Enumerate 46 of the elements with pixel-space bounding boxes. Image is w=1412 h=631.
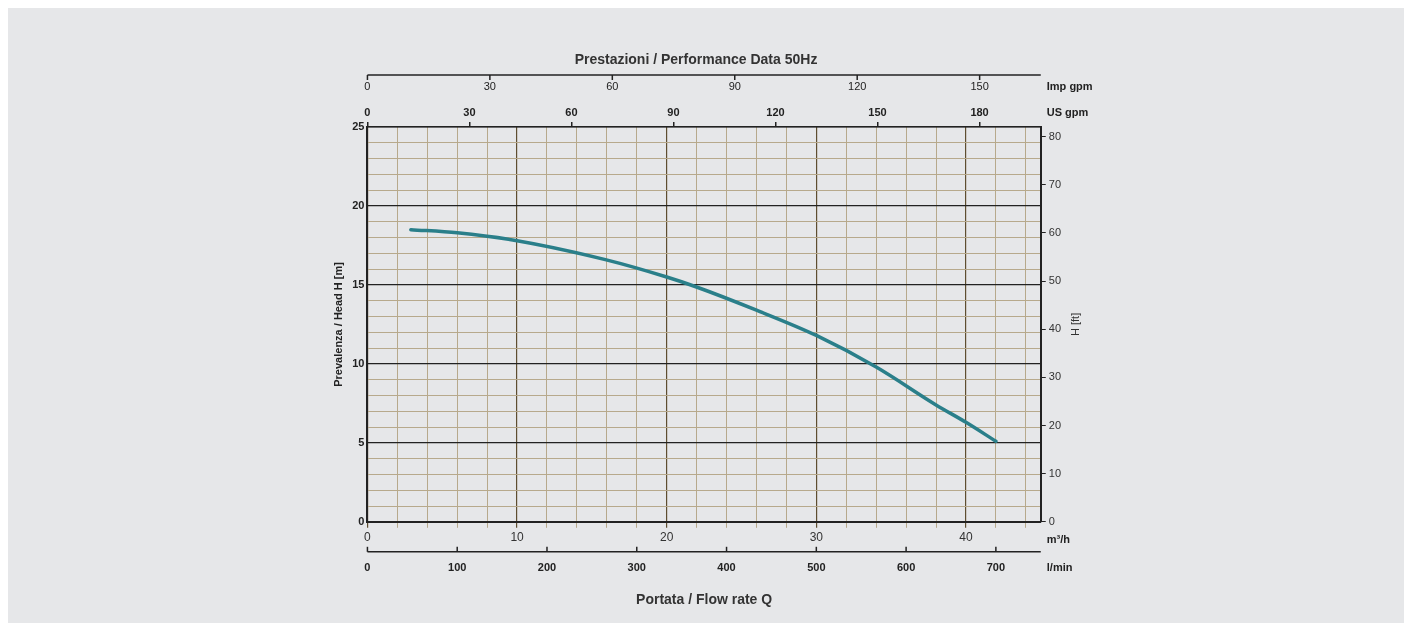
x2-tick-label: 150 — [868, 106, 887, 119]
text: m³/h — [1046, 532, 1071, 545]
x-tick-label: 10 — [510, 530, 525, 545]
text: 100 — [448, 560, 467, 573]
text: l/min — [1046, 560, 1073, 573]
y2-tick-label: 70 — [1048, 177, 1062, 190]
y2-tick-label: 80 — [1048, 129, 1062, 142]
text: 90 — [728, 80, 741, 93]
text: 300 — [627, 560, 646, 573]
y2-tick-label: 60 — [1048, 225, 1062, 238]
text: 400 — [717, 560, 736, 573]
text: Imp gpm — [1046, 80, 1093, 93]
y-tick-label: 20 — [352, 198, 365, 211]
x2-tick-label: 120 — [766, 106, 785, 119]
x2-tick-label: 90 — [667, 106, 680, 119]
chart-title: Prestazioni / Performance Data 50Hz — [574, 51, 818, 68]
y2-axis-title: H [ft] — [1069, 312, 1082, 337]
text: 700 — [986, 560, 1006, 573]
y-tick-label: 0 — [358, 514, 365, 527]
text: 600 — [896, 560, 916, 573]
y2-tick-label: 0 — [1048, 514, 1055, 527]
y-tick-label: 25 — [352, 120, 365, 133]
x-tick-label: 30 — [809, 530, 824, 545]
y-tick-label: 10 — [352, 356, 365, 369]
y-tick-label: 15 — [352, 277, 365, 290]
y2-tick-label: 10 — [1048, 466, 1062, 479]
text: 500 — [807, 560, 826, 573]
x-tick-label: 20 — [660, 530, 674, 545]
x2-tick-label: 60 — [565, 106, 578, 119]
y-tick-label: 5 — [358, 435, 365, 448]
x-axis-title: Portata / Flow rate Q — [636, 591, 773, 608]
y2-tick-label: 40 — [1048, 322, 1062, 335]
text: 120 — [848, 80, 867, 93]
y2-tick-label: 30 — [1048, 370, 1062, 383]
x2-tick-label: 30 — [463, 106, 476, 119]
x2-tick-label: 180 — [970, 106, 989, 119]
text: 150 — [970, 80, 989, 93]
y-axis-title: Prevalenza / Head H [m] — [331, 261, 344, 387]
x-tick-label: 40 — [959, 530, 973, 545]
y2-tick-label: 20 — [1048, 418, 1062, 431]
x2-axis-title: US gpm — [1046, 105, 1089, 118]
y2-tick-label: 50 — [1048, 274, 1062, 287]
text: 200 — [537, 560, 557, 573]
text: 30 — [483, 80, 496, 93]
text: 60 — [606, 80, 619, 93]
line-series — [409, 227, 998, 444]
